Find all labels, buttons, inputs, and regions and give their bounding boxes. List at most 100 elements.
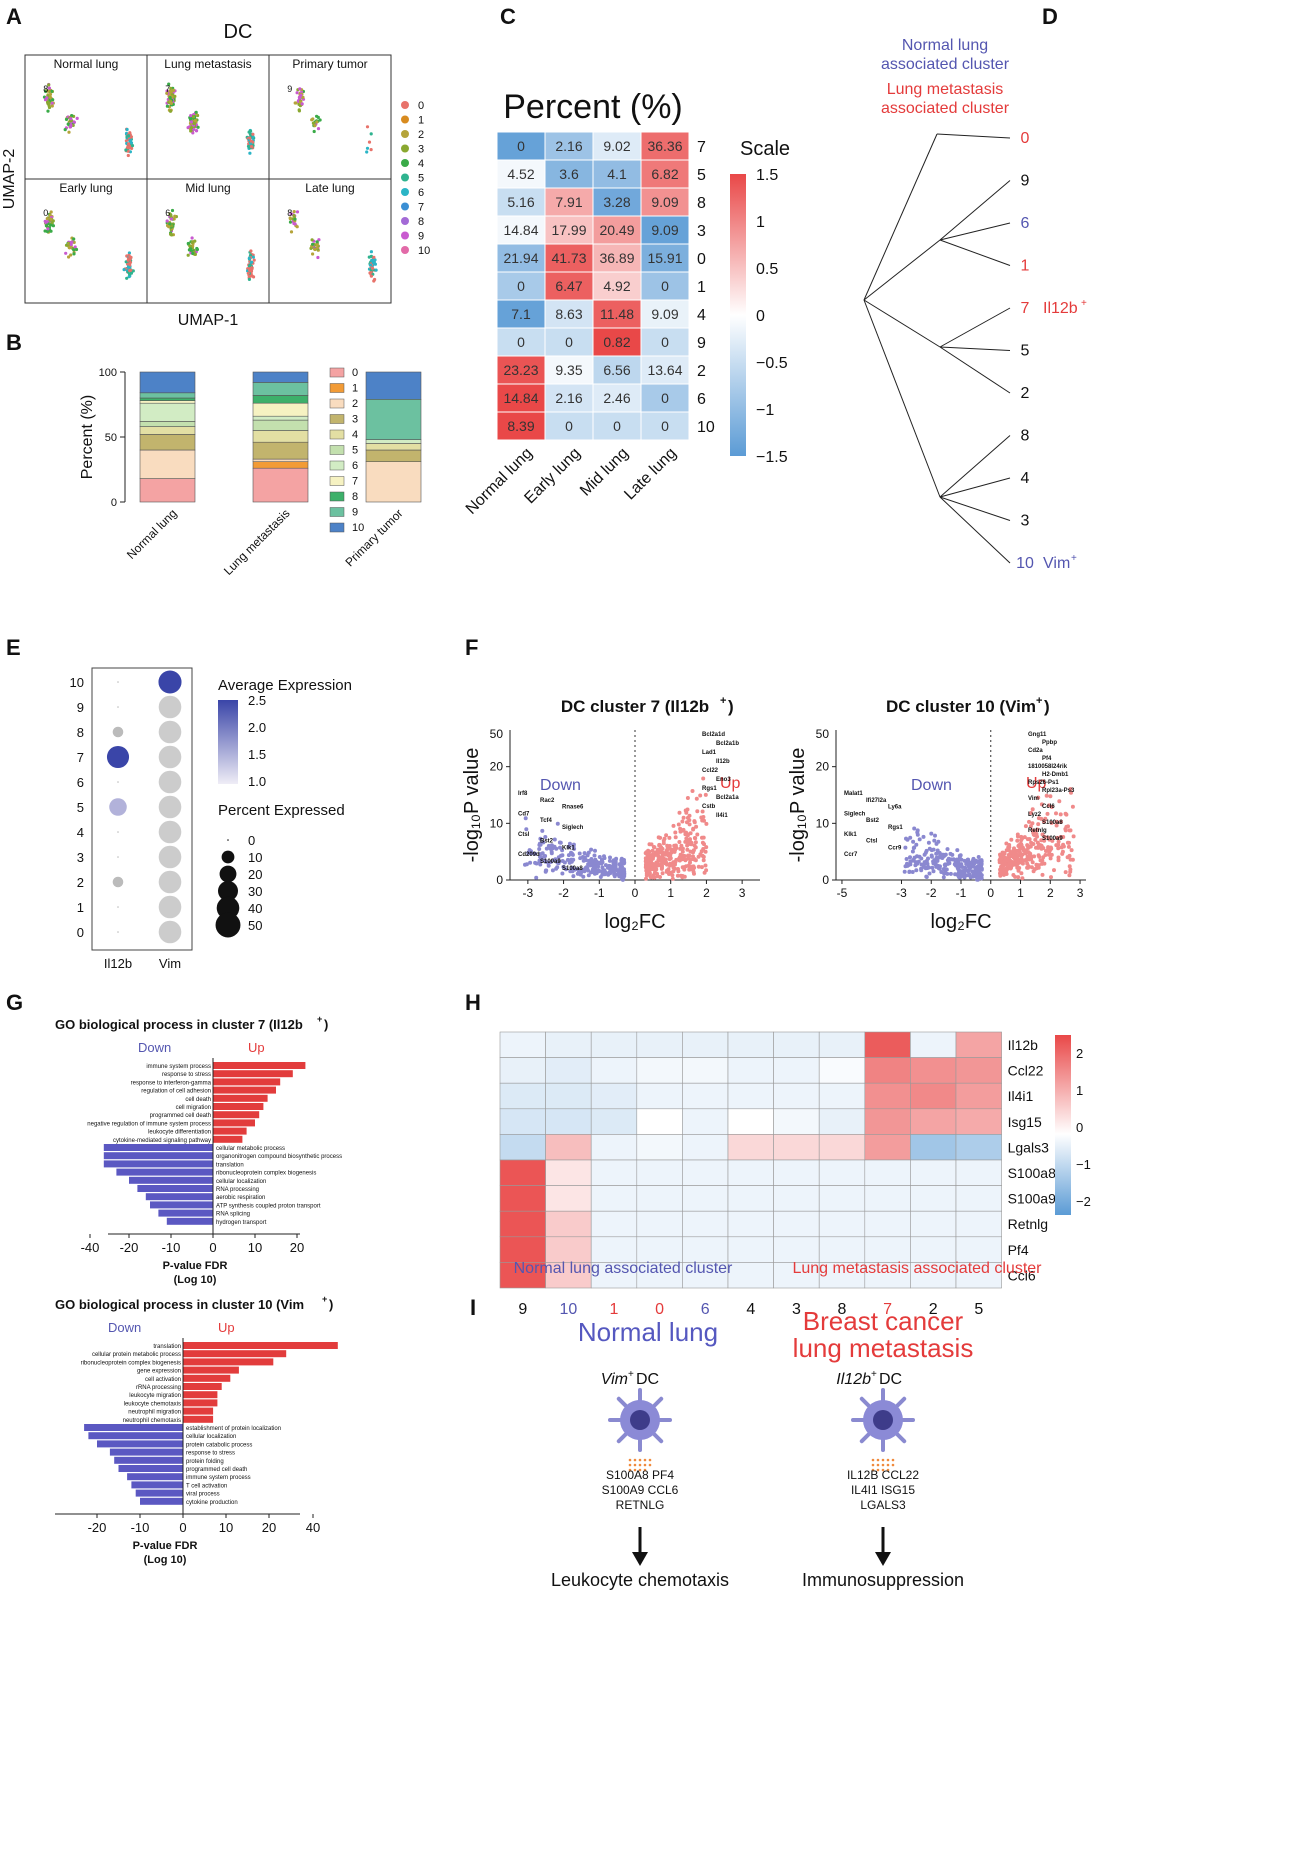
dotplot-row-label: 2 <box>77 875 84 890</box>
dendro-sup: + <box>1071 553 1077 564</box>
umap-point <box>74 247 79 252</box>
volcano-gene-label: S100a8 <box>1042 820 1063 826</box>
go-term-label: leukocyte differentiation <box>148 1130 211 1136</box>
umap-point <box>127 275 131 279</box>
heatmap-gene-label: Il12b <box>1008 1037 1039 1053</box>
volcano-point-up <box>660 871 665 876</box>
x-category-label: Normal lung <box>124 506 180 562</box>
heatmap-cell-label: 0 <box>661 278 669 294</box>
volcano-point-up <box>1026 850 1031 855</box>
secretion-dot <box>876 1458 880 1462</box>
volcano-point-up <box>1007 857 1012 862</box>
volcano-point-up <box>1042 861 1047 866</box>
umap-xlabel: UMAP-1 <box>178 312 239 329</box>
percent-legend-dot <box>227 839 229 841</box>
x-tick-label: 0 <box>179 1520 186 1535</box>
dotplot-dot <box>117 931 119 933</box>
dendro-leaf-label: 2 <box>1021 385 1030 402</box>
volcano-point-down <box>617 871 622 876</box>
umap-legend-label: 0 <box>418 100 424 112</box>
volcano-point-up <box>1035 840 1040 845</box>
volcano-point-up <box>686 842 691 847</box>
dendro-vim-label: Vim <box>1043 555 1070 572</box>
volcano-gene-label: Rac2 <box>540 798 555 804</box>
volcano-gene-label: Klk1 <box>562 845 575 851</box>
volcano-point-up <box>674 857 679 862</box>
volcano-point-up <box>699 865 704 870</box>
volcano-point-down <box>558 845 562 850</box>
heatmap-row-label: 8 <box>697 195 706 212</box>
volcano-gene-label: Ly6a <box>888 805 902 811</box>
volcano-gene-label: Tcf4 <box>540 818 553 824</box>
volcano-point-down <box>947 861 952 866</box>
volcano-point-down <box>911 846 916 850</box>
heatmap-cell <box>682 1185 729 1212</box>
umap-ylabel: UMAP-2 <box>1 149 18 210</box>
percent-legend-tick: 50 <box>248 918 262 933</box>
umap-point <box>311 117 315 121</box>
umap-point-label: 6 <box>165 208 170 218</box>
umap-point <box>127 134 131 138</box>
heatmap-cell <box>910 1262 957 1289</box>
schematic-gene-label: RETNLG <box>616 1498 665 1512</box>
x-axis-label: log₂FC <box>930 911 991 933</box>
heatmap-cluster-label: 0 <box>655 1301 664 1318</box>
scale-tick-label: −1.5 <box>756 449 788 466</box>
volcano-point-down <box>586 868 591 873</box>
umap-point <box>69 240 74 244</box>
stack-legend-swatch <box>329 414 345 424</box>
secretion-dot <box>886 1463 890 1467</box>
volcano-point-down <box>600 872 605 877</box>
umap-point <box>248 264 252 268</box>
heatmap-cell <box>590 1185 638 1212</box>
umap-point <box>47 101 51 105</box>
go-term-label: hydrogen transport <box>216 1220 267 1226</box>
volcano-point-down <box>524 827 529 832</box>
volcano-gene-label: Bst2 <box>540 839 554 845</box>
go-term-label: cell migration <box>176 1105 211 1111</box>
secretion-dot <box>871 1468 875 1472</box>
arrow-head <box>875 1552 891 1566</box>
volcano-gene-label: Retnlg <box>1028 828 1047 834</box>
umap-point <box>190 236 194 240</box>
volcano-point-up <box>652 875 657 880</box>
heatmap-scale-bar <box>1055 1035 1071 1215</box>
volcano-point-up <box>1056 855 1061 860</box>
volcano-point-down <box>548 846 553 851</box>
cell-nucleus <box>630 1410 650 1430</box>
umap-point <box>45 96 49 100</box>
heatmap-cell <box>682 1159 729 1186</box>
volcano-point-down <box>939 870 944 874</box>
volcano-point-down <box>538 836 543 841</box>
volcano-point-down <box>924 875 929 879</box>
volcano-point-up <box>687 867 692 872</box>
volcano-point-down <box>945 847 950 852</box>
volcano-point-up <box>1046 835 1051 840</box>
umap-point <box>315 240 319 244</box>
umap-point <box>293 222 297 226</box>
volcano-point-down <box>565 857 570 862</box>
volcano-point-up <box>1029 811 1033 815</box>
umap-legend-label: 4 <box>418 158 424 170</box>
umap-point <box>122 268 126 272</box>
go-term-label: cellular metabolic process <box>216 1146 285 1152</box>
volcano-point-up <box>703 863 708 868</box>
volcano-point-up <box>681 815 686 820</box>
heatmap-cell <box>545 1108 592 1135</box>
heatmap-cell <box>727 1082 774 1110</box>
dotplot-row-label: 5 <box>77 800 84 815</box>
schematic-dc-label: DC <box>879 1371 902 1388</box>
umap-point <box>168 109 173 113</box>
go-down-label: Down <box>138 1040 171 1055</box>
stack-segment <box>139 478 196 503</box>
volcano-point-down <box>917 837 922 842</box>
volcano-point-up <box>684 810 689 815</box>
heatmap-cell <box>496 187 546 217</box>
percent-legend-tick: 30 <box>248 884 262 899</box>
volcano-point-down <box>612 867 617 872</box>
volcano-gene-label: Eno3 <box>716 777 731 783</box>
volcano-point-down <box>911 857 916 862</box>
stack-legend-label: 5 <box>352 445 358 457</box>
umap-point <box>66 122 70 126</box>
